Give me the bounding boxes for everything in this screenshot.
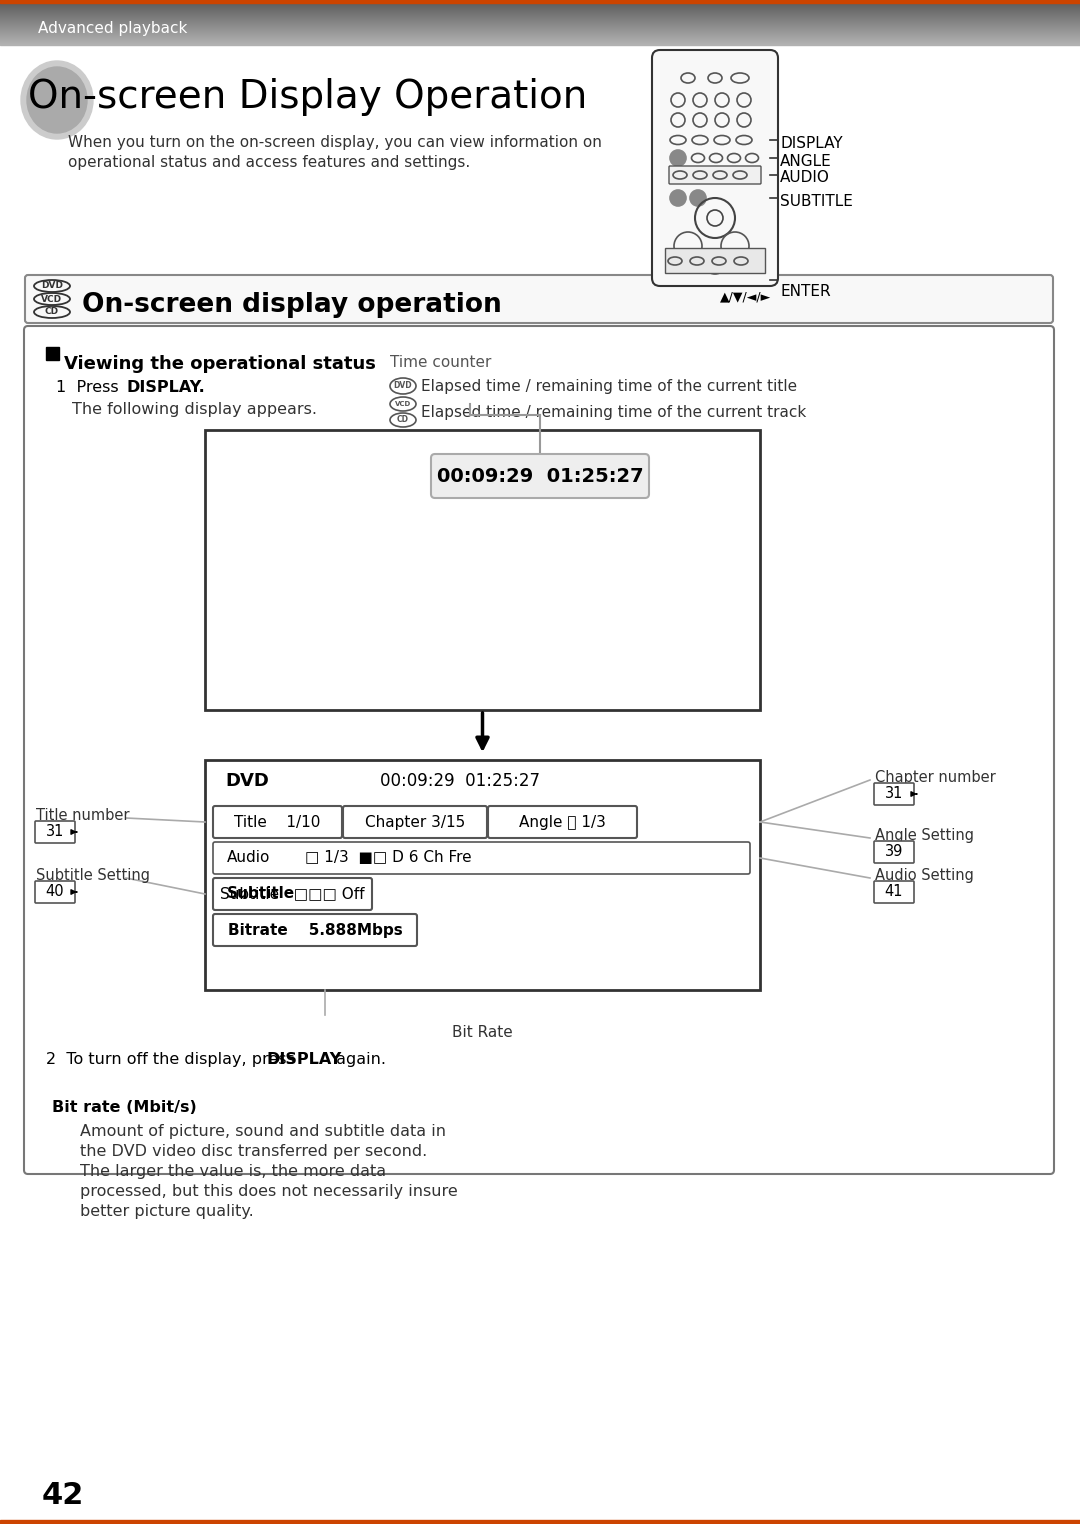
Text: Title    1/10: Title 1/10 [234,814,321,829]
FancyBboxPatch shape [874,841,914,863]
Text: Subtitle: Subtitle [227,887,295,902]
FancyBboxPatch shape [874,881,914,904]
Bar [0,1519,1080,1524]
Text: 41: 41 [885,884,903,899]
Text: SUBTITLE: SUBTITLE [780,194,853,209]
FancyBboxPatch shape [35,821,75,843]
Text: Bit rate (Mbit/s): Bit rate (Mbit/s) [52,1100,197,1116]
Text: VCD: VCD [395,401,411,407]
Text: Time counter: Time counter [390,355,491,370]
Text: Audio: Audio [227,850,270,866]
Text: 31: 31 [45,824,64,840]
FancyBboxPatch shape [24,326,1054,1173]
Text: Elapsed time / remaining time of the current title: Elapsed time / remaining time of the cur… [421,378,797,393]
Text: Subtitle   □□□ Off: Subtitle □□□ Off [220,887,365,902]
Text: Audio Setting: Audio Setting [875,869,974,882]
Text: Angle Setting: Angle Setting [875,828,974,843]
FancyBboxPatch shape [343,806,487,838]
Text: operational status and access features and settings.: operational status and access features a… [68,155,470,171]
Text: ENTER: ENTER [780,285,831,300]
Text: CD: CD [397,416,409,425]
Text: 42: 42 [42,1480,84,1509]
Text: DISPLAY: DISPLAY [266,1052,341,1067]
Text: □ 1/3  ■□ D 6 Ch Fre: □ 1/3 ■□ D 6 Ch Fre [305,850,472,866]
Text: ANGLE: ANGLE [780,154,832,169]
Text: Advanced playback: Advanced playback [38,20,187,35]
Text: Elapsed time / remaining time of the current track: Elapsed time / remaining time of the cur… [421,404,807,419]
Text: VCD: VCD [41,294,63,303]
Text: 40: 40 [45,884,65,899]
Circle shape [670,149,686,166]
FancyBboxPatch shape [35,881,75,904]
FancyBboxPatch shape [669,166,761,184]
Circle shape [690,190,706,206]
Text: DVD: DVD [41,282,63,291]
FancyBboxPatch shape [213,841,750,873]
Text: DVD: DVD [225,773,269,789]
Bar [205,430,760,710]
FancyBboxPatch shape [213,878,372,910]
Ellipse shape [21,61,93,139]
Text: ▲/▼/◄/►: ▲/▼/◄/► [720,290,771,303]
Text: Title number: Title number [36,808,130,823]
Bar [46,347,59,360]
Text: When you turn on the on-screen display, you can view information on: When you turn on the on-screen display, … [68,136,602,149]
Text: Bit Rate: Bit Rate [453,1026,513,1039]
Text: The larger the value is, the more data: The larger the value is, the more data [80,1164,387,1180]
Text: Chapter 3/15: Chapter 3/15 [365,814,465,829]
Text: again.: again. [330,1052,386,1067]
Text: AUDIO: AUDIO [780,171,829,186]
FancyBboxPatch shape [213,914,417,946]
Text: 00:09:29  01:25:27: 00:09:29 01:25:27 [436,466,644,486]
Bar [665,248,765,273]
FancyBboxPatch shape [652,50,778,287]
Text: processed, but this does not necessarily insure: processed, but this does not necessarily… [80,1184,458,1199]
Text: DVD: DVD [394,381,413,390]
Bar [205,760,760,991]
FancyBboxPatch shape [213,806,342,838]
Text: DISPLAY.: DISPLAY. [126,379,205,395]
Text: better picture quality.: better picture quality. [80,1204,254,1219]
Text: 1  Press: 1 Press [56,379,124,395]
Text: 31: 31 [885,786,903,802]
Bar [0,0,1080,3]
Text: 2  To turn off the display, press: 2 To turn off the display, press [46,1052,300,1067]
FancyBboxPatch shape [488,806,637,838]
FancyBboxPatch shape [874,783,914,805]
Text: Subtitle Setting: Subtitle Setting [36,869,150,882]
FancyBboxPatch shape [25,274,1053,323]
Text: 00:09:29  01:25:27: 00:09:29 01:25:27 [380,773,540,789]
Ellipse shape [27,67,87,133]
Text: DISPLAY: DISPLAY [780,136,842,151]
Text: The following display appears.: The following display appears. [72,402,318,418]
Text: Amount of picture, sound and subtitle data in: Amount of picture, sound and subtitle da… [80,1125,446,1138]
FancyBboxPatch shape [431,454,649,498]
Text: On-screen Display Operation: On-screen Display Operation [28,78,588,116]
Text: CD: CD [45,308,59,317]
Text: Viewing the operational status: Viewing the operational status [64,355,376,373]
Text: On-screen display operation: On-screen display operation [82,293,502,319]
Text: Angle ⛳ 1/3: Angle ⛳ 1/3 [519,814,606,829]
Text: the DVD video disc transferred per second.: the DVD video disc transferred per secon… [80,1145,428,1158]
Circle shape [670,190,686,206]
Text: 39: 39 [885,844,903,860]
Text: Bitrate    5.888Mbps: Bitrate 5.888Mbps [228,922,403,937]
Text: Chapter number: Chapter number [875,770,996,785]
